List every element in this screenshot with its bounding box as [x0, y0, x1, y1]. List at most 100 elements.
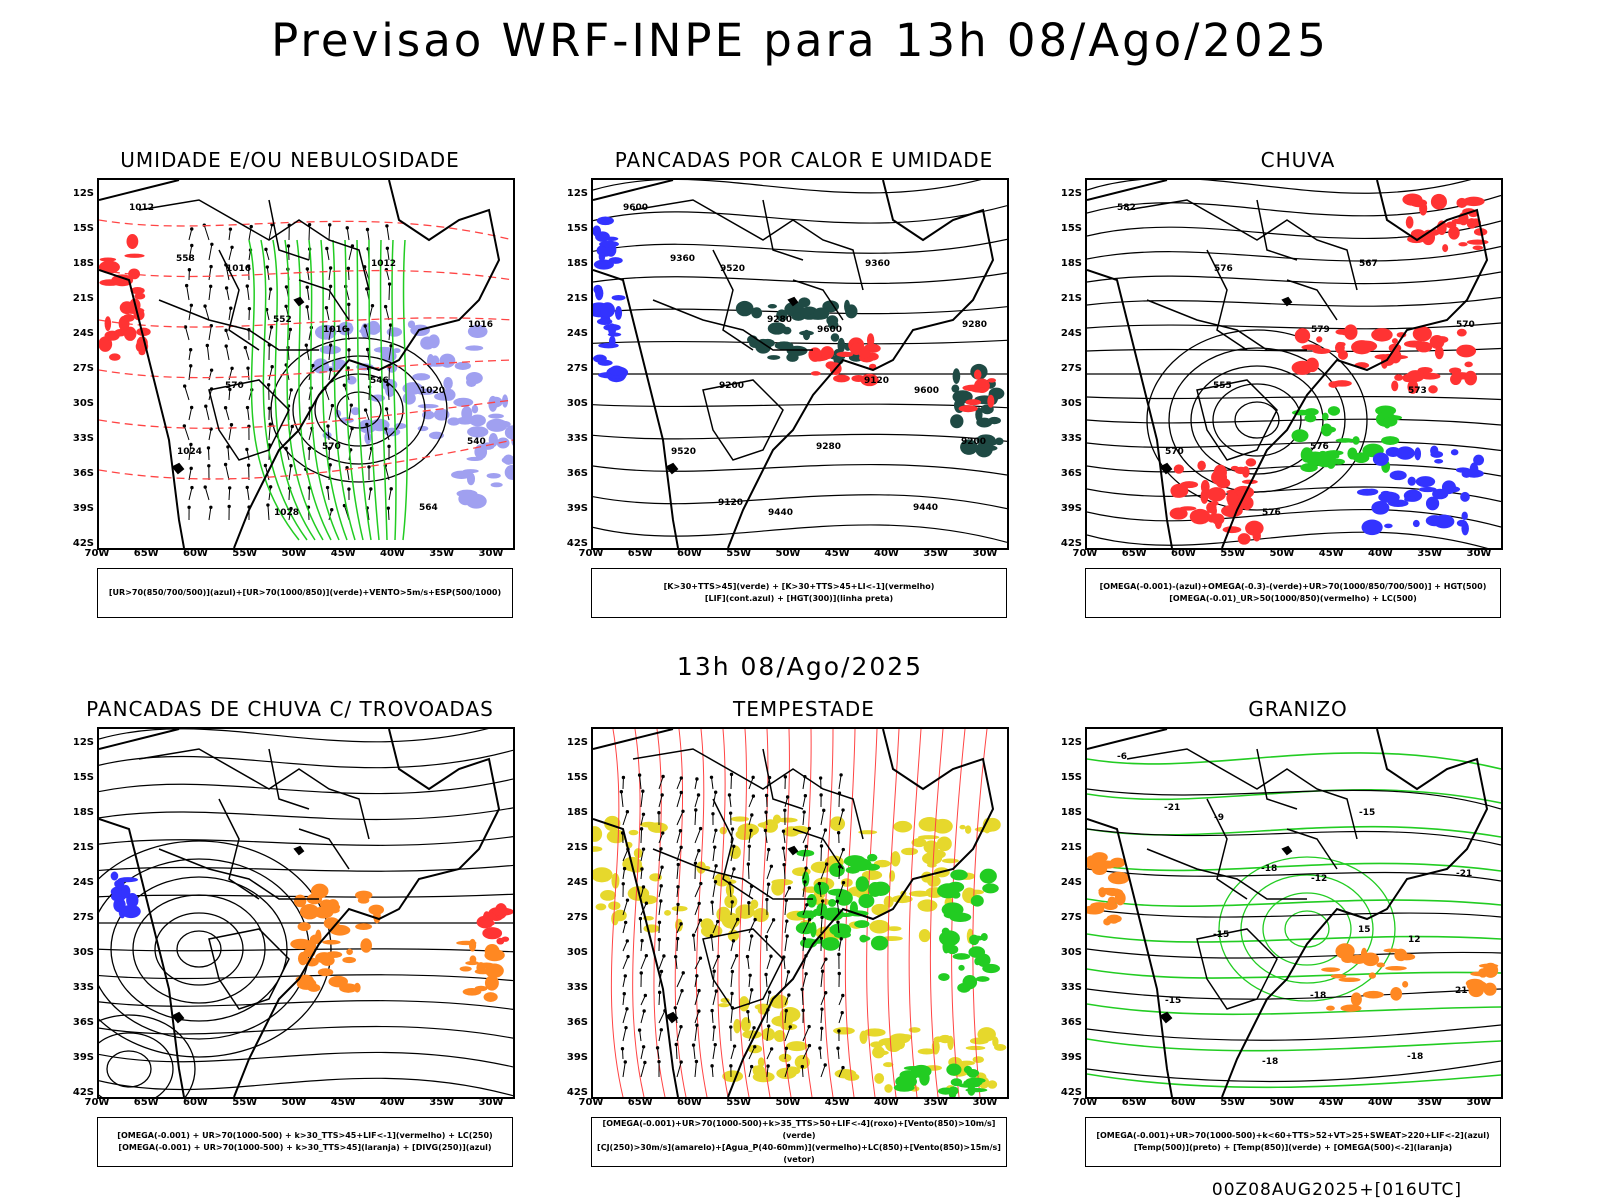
lat-label: 18S [566, 258, 588, 269]
lon-label: 30W [478, 548, 504, 559]
lon-label: 30W [972, 1097, 998, 1108]
contour-label: 12 [1408, 935, 1421, 945]
lat-label: 39S [1060, 1052, 1082, 1063]
legend-line: [OMEGA(-0.001)-(azul)+OMEGA(-0.3)-(verde… [1099, 582, 1487, 591]
lat-label: 21S [566, 293, 588, 304]
contour-label: 582 [1117, 203, 1136, 213]
lat-label: 21S [566, 842, 588, 853]
lat-label: 36S [566, 1017, 588, 1028]
lat-label: 21S [1060, 293, 1082, 304]
humidity-shading [312, 320, 488, 445]
lat-label: 18S [1060, 258, 1082, 269]
legend-line: [K>30+TTS>45](verde) + [K>30+TTS>45+LI<-… [663, 582, 935, 591]
contour-label: 1024 [177, 447, 202, 457]
streamlines [593, 180, 1007, 543]
lon-label: 40W [874, 548, 899, 559]
coastline-borders [99, 180, 501, 548]
contour-label: 9520 [671, 447, 696, 457]
contour-label: 564 [419, 503, 438, 513]
lon-label: 65W [1121, 548, 1147, 559]
map-canvas-tempestade [593, 729, 1007, 1097]
jet-yellow-sw [718, 994, 810, 1083]
lon-label: 65W [1121, 1097, 1147, 1108]
legend-chuva: [OMEGA(-0.001)-(azul)+OMEGA(-0.3)-(verde… [1085, 568, 1501, 618]
instability-red-east [958, 369, 997, 413]
lon-label: 50W [281, 1097, 307, 1108]
lon-label: 55W [232, 1097, 258, 1108]
instability-red [808, 333, 881, 387]
lat-label: 42S [72, 1087, 94, 1098]
lon-label: 30W [478, 1097, 504, 1108]
humidity-shading [451, 394, 513, 509]
wind-vectors [619, 772, 846, 1078]
lon-label: 45W [330, 1097, 356, 1108]
contour-label: 1012 [129, 203, 154, 213]
panel-title-granizo: GRANIZO [1248, 697, 1348, 721]
pressure-contours [270, 337, 448, 483]
lon-label: 70W [1072, 548, 1098, 559]
contour-label: 1016 [468, 320, 493, 330]
coastline-borders [1087, 729, 1489, 1097]
contour-label: 570 [1165, 447, 1184, 457]
lat-label: 24S [72, 877, 94, 888]
lon-label: 70W [578, 1097, 604, 1108]
contour-label: 9440 [768, 508, 793, 518]
contour-label: -15 [1213, 930, 1229, 940]
contour-label: 576 [1214, 264, 1233, 274]
lon-label: 55W [232, 548, 258, 559]
map-pancadas-calor: 9600 9520 9600 9600 9520 9440 9360 9280 9200 9280… [591, 178, 1009, 550]
lat-label: 27S [1060, 363, 1082, 374]
country-borders [1126, 199, 1358, 461]
contour-label: 9200 [719, 381, 744, 391]
lat-label: 33S [72, 433, 94, 444]
lat-label: 24S [1060, 328, 1082, 339]
pressure-contours [1218, 856, 1396, 1002]
lat-label: 18S [1060, 807, 1082, 818]
legend-line: [OMEGA(-0.001)+UR>70(1000-500)+k>35_TTS>… [602, 1119, 996, 1140]
contour-label: -15 [1165, 996, 1181, 1006]
page-title: Previsao WRF-INPE para 13h 08/Ago/2025 [271, 14, 1329, 67]
lat-label: 33S [566, 982, 588, 993]
map-canvas-pancadas-trovoadas [99, 729, 513, 1097]
lat-label: 27S [566, 912, 588, 923]
contour-label: -9 [1214, 813, 1224, 823]
lat-label: 39S [1060, 503, 1082, 514]
lon-label: 50W [1269, 548, 1295, 559]
lat-label: 18S [566, 807, 588, 818]
contour-label: 1016 [323, 325, 348, 335]
lat-label: 12S [1060, 188, 1082, 199]
lat-label: 42S [72, 538, 94, 549]
lat-label: 18S [72, 258, 94, 269]
lat-label: 15S [1060, 223, 1082, 234]
legend-line: [CJ(250)>30m/s](amarelo)+[Agua_P(40-60mm… [597, 1143, 1001, 1164]
legend-granizo: [OMEGA(-0.001)+UR>70(1000-500)+k<60+TTS>… [1085, 1117, 1501, 1167]
lon-label: 60W [677, 1097, 702, 1108]
contour-label: 576 [1262, 508, 1281, 518]
lon-label: 60W [183, 548, 208, 559]
lat-label: 36S [72, 1017, 94, 1028]
lat-label: 12S [72, 188, 94, 199]
lat-label: 33S [1060, 982, 1082, 993]
lat-label: 36S [1060, 468, 1082, 479]
lon-label: 45W [824, 548, 850, 559]
lon-label: 30W [1466, 1097, 1492, 1108]
lat-label: 15S [566, 772, 588, 783]
thickness-contours [99, 219, 513, 480]
lat-label: 36S [1060, 1017, 1082, 1028]
contour-label: 1028 [274, 508, 299, 518]
lat-label: 21S [1060, 842, 1082, 853]
contour-labels: -6 -9 -12 12 -15 -18 -15 -21 -15 -18 -18 -21 -18 15 21 [1117, 752, 1472, 1067]
contour-label: 576 [1310, 442, 1329, 452]
contour-label: 558 [176, 254, 195, 264]
thunder-orange [290, 883, 385, 993]
legend-umidade: [UR>70(850/700/500)](azul)+[UR>70(1000/8… [97, 568, 513, 618]
lat-label: 21S [72, 842, 94, 853]
lat-label: 42S [566, 1087, 588, 1098]
rain-red-north [1402, 193, 1489, 253]
run-id-footer: 00Z08AUG2025+[016UTC] [1211, 1180, 1462, 1200]
country-borders [1126, 748, 1358, 1010]
contour-label: -6 [1117, 752, 1127, 762]
legend-line: [LIF](cont.azul) + [HGT(300)](linha pret… [704, 594, 894, 603]
thunder-orange-east [456, 938, 505, 1002]
lat-label: 33S [72, 982, 94, 993]
